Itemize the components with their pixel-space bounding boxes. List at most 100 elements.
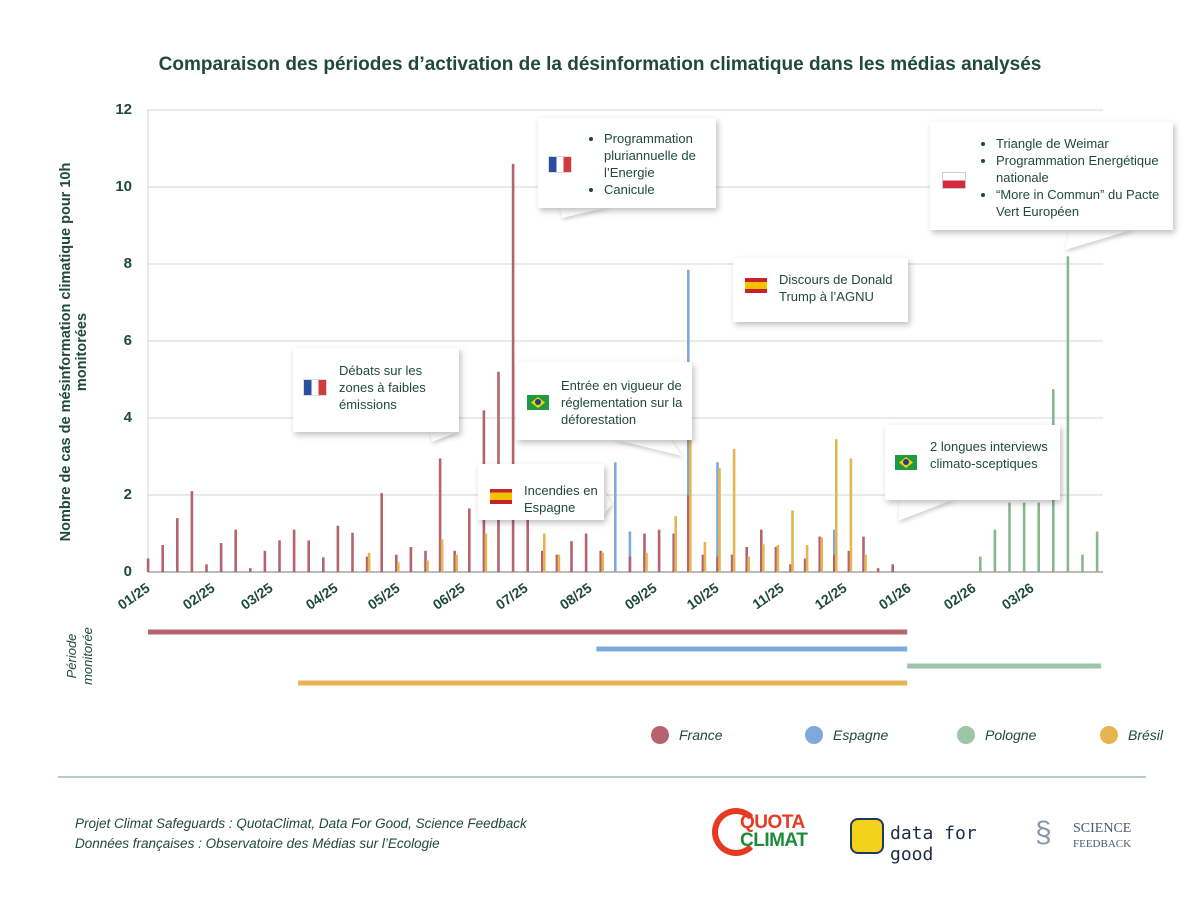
bar-france	[307, 540, 310, 572]
legend-item-brazil: Brésil	[1100, 726, 1163, 744]
bar-france	[833, 554, 836, 572]
bar-brésil	[455, 554, 458, 572]
bar-brésil	[674, 516, 677, 572]
bar-pologne	[1022, 502, 1026, 572]
bar-france	[424, 550, 427, 572]
bar-brésil	[703, 541, 707, 572]
bar-france	[847, 550, 851, 572]
legend-swatch	[805, 726, 823, 744]
annotation-france-zfe: Débats sur les zones à faibles émissions	[293, 348, 459, 432]
bar-france	[745, 546, 748, 572]
annotation-item: Programmation Energétique nationale	[996, 152, 1181, 186]
bar-france	[555, 554, 559, 572]
bar-brésil	[820, 537, 823, 572]
bar-france	[176, 518, 179, 572]
annotation-text: Incendies en Espagne	[524, 483, 598, 515]
bar-pologne	[1081, 554, 1084, 572]
bar-brésil	[791, 510, 794, 572]
legend-swatch	[957, 726, 975, 744]
period-bar-espagne	[596, 646, 908, 652]
divider	[58, 776, 1146, 778]
bar-france	[322, 557, 325, 572]
legend-item-france: France	[651, 726, 723, 744]
bar-france	[541, 550, 544, 572]
bar-pologne	[979, 556, 982, 572]
spain-flag-icon	[745, 278, 767, 293]
footer-credits: Projet Climat Safeguards : QuotaClimat, …	[75, 816, 527, 831]
bar-france	[351, 532, 354, 572]
france-flag-icon	[548, 156, 572, 173]
annotation-text: Entrée en vigueur de réglementation sur …	[561, 378, 683, 427]
y-tick-label: 8	[123, 255, 132, 272]
callout-tail	[612, 439, 682, 456]
bar-brésil	[397, 562, 400, 572]
science-feedback-logo: § SCIENCE FEEDBACK	[1035, 816, 1132, 850]
bar-france	[511, 163, 515, 572]
callout-tail	[603, 490, 612, 516]
annotation-brazil-interviews: 2 longues interviews climato-sceptiques	[885, 425, 1060, 500]
callout-tail	[430, 431, 460, 442]
poland-flag-icon	[942, 172, 966, 189]
bar-france	[234, 529, 237, 572]
bar-espagne	[614, 462, 617, 572]
bar-brésil	[367, 552, 371, 572]
bar-france	[716, 556, 719, 572]
bar-france	[146, 558, 150, 572]
bar-france	[190, 491, 194, 572]
bar-espagne	[833, 529, 836, 572]
chart-title: Comparaison des périodes d’activation de…	[158, 54, 1042, 75]
bar-france	[526, 495, 529, 572]
bar-pologne	[1095, 531, 1099, 572]
bar-brésil	[718, 468, 721, 572]
annotation-spain-trump: Discours de Donald Trump à l’AGNU	[733, 258, 908, 322]
annotation-spain-fires: Incendies en Espagne	[478, 464, 604, 520]
bar-france	[292, 529, 296, 572]
period-label: Période monitorée	[64, 627, 95, 685]
callout-tail	[560, 207, 610, 218]
brazil-flag-icon	[527, 395, 549, 410]
bar-brésil	[776, 545, 780, 572]
y-tick-label: 6	[123, 332, 132, 349]
bar-brésil	[440, 539, 444, 572]
bar-pologne	[1066, 256, 1070, 572]
bar-france	[891, 564, 894, 572]
y-tick-label: 10	[115, 178, 132, 195]
bar-pologne	[993, 529, 997, 572]
annotation-item: “More in Commun” du Pacte Vert Européen	[996, 186, 1181, 220]
bar-espagne	[716, 462, 719, 572]
bar-france	[599, 550, 602, 572]
legend-label: France	[679, 727, 723, 743]
period-bar-brésil	[298, 680, 908, 686]
bar-france	[876, 568, 880, 572]
spain-flag-icon	[490, 489, 512, 504]
bar-brésil	[601, 552, 604, 572]
annotation-poland: Triangle de Weimar Programmation Energét…	[930, 122, 1173, 230]
annotation-item: Triangle de Weimar	[996, 135, 1181, 152]
legend-label: Pologne	[985, 727, 1037, 743]
y-tick-label: 0	[123, 563, 132, 580]
bar-france	[657, 529, 661, 572]
bar-france	[803, 558, 807, 572]
bar-france	[365, 556, 369, 572]
legend-swatch	[1100, 726, 1118, 744]
france-flag-icon	[303, 379, 327, 396]
bar-france	[628, 556, 632, 572]
bar-brésil	[689, 439, 692, 572]
annotation-text: Débats sur les zones à faibles émissions	[339, 363, 426, 412]
bar-france	[278, 540, 281, 572]
bar-france	[730, 554, 734, 572]
bar-france	[862, 536, 865, 572]
bar-brésil	[849, 458, 853, 572]
callout-tail	[1065, 229, 1135, 250]
bar-brésil	[835, 439, 838, 572]
bar-france	[336, 525, 340, 572]
data-for-good-icon	[850, 818, 884, 854]
bar-france	[818, 536, 821, 572]
data-for-good-logo: data for good	[850, 818, 1020, 865]
footer-source: Données françaises : Observatoire des Mé…	[75, 836, 440, 851]
bar-france	[643, 533, 646, 572]
bar-france	[774, 546, 778, 572]
annotation-text: Discours de Donald Trump à l’AGNU	[779, 272, 893, 304]
bar-pologne	[1008, 502, 1011, 572]
